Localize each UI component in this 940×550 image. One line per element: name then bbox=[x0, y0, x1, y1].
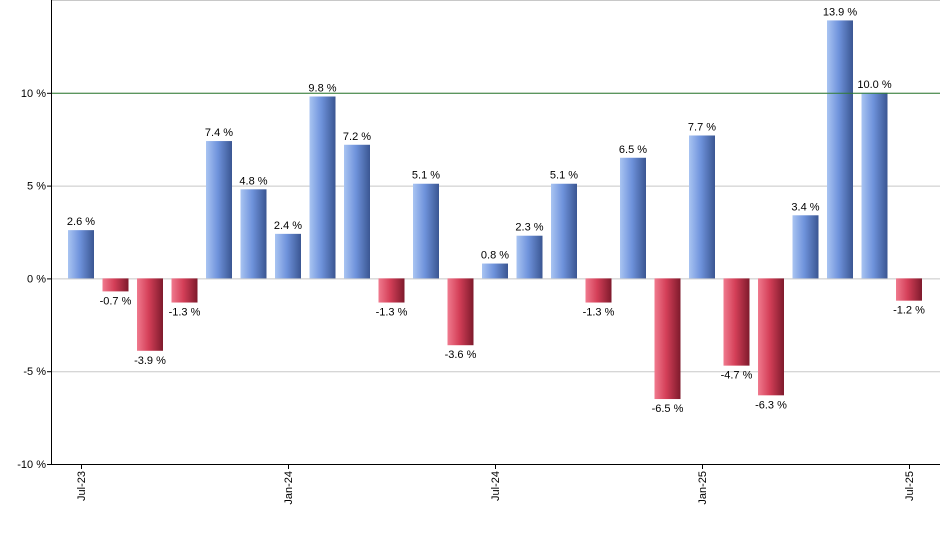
data-label: 3.4 % bbox=[791, 201, 819, 213]
data-label: 13.9 % bbox=[823, 6, 857, 18]
data-label: 6.5 % bbox=[619, 144, 647, 156]
bar-apr-25 bbox=[792, 215, 819, 279]
bar-jan-25 bbox=[689, 135, 715, 279]
y-axis-ticks: -10 % -5 % 0 % 5 % 10 % bbox=[17, 88, 51, 471]
bar-jun-24 bbox=[447, 278, 474, 346]
x-tick-label: Jan-24 bbox=[283, 471, 295, 505]
x-tick-label: Jul-23 bbox=[76, 471, 88, 501]
bar-aug-24 bbox=[516, 235, 543, 279]
bar-jul-23 bbox=[68, 230, 94, 279]
bar-jul-25 bbox=[896, 278, 922, 301]
bar-jan-24 bbox=[275, 233, 301, 279]
bar-mar-24 bbox=[344, 144, 370, 279]
data-label: 2.6 % bbox=[67, 216, 95, 228]
data-label: -4.7 % bbox=[721, 370, 753, 382]
data-labels: 2.6 % -0.7 % -3.9 % -1.3 % 7.4 % 4.8 % 2.4 % 9.… bbox=[67, 6, 925, 415]
y-tick-label: -5 % bbox=[23, 366, 46, 378]
bar-apr-24 bbox=[378, 278, 405, 303]
bar-jun-25 bbox=[861, 92, 888, 279]
bar-oct-24 bbox=[585, 278, 612, 303]
data-label: -0.7 % bbox=[100, 295, 132, 307]
data-label: 2.3 % bbox=[515, 222, 543, 234]
data-label: -3.9 % bbox=[134, 355, 166, 367]
bars bbox=[68, 20, 922, 400]
y-tick-label: -10 % bbox=[17, 459, 46, 471]
data-label: 2.4 % bbox=[274, 220, 302, 232]
data-label: 5.1 % bbox=[412, 170, 440, 182]
data-label: -1.3 % bbox=[169, 307, 201, 319]
data-label: 7.2 % bbox=[343, 131, 371, 143]
bar-jul-24 bbox=[482, 263, 508, 279]
data-label: 0.8 % bbox=[481, 250, 509, 262]
bar-feb-24 bbox=[309, 96, 336, 279]
bar-aug-23 bbox=[102, 278, 129, 292]
data-label: 7.4 % bbox=[205, 127, 233, 139]
bar-nov-23 bbox=[206, 141, 232, 279]
bar-nov-24 bbox=[620, 157, 646, 279]
bar-oct-23 bbox=[171, 278, 198, 303]
y-tick-label: 10 % bbox=[21, 88, 46, 100]
data-label: 7.7 % bbox=[688, 121, 716, 133]
y-tick-label: 5 % bbox=[27, 181, 46, 193]
bar-dec-24 bbox=[654, 278, 681, 400]
x-tick-label: Jul-24 bbox=[490, 471, 502, 501]
x-axis-ticks: Jul-23 Jan-24 Jul-24 Jan-25 Jul-25 bbox=[76, 464, 916, 505]
data-label: -1.2 % bbox=[893, 305, 925, 317]
bar-sep-24 bbox=[551, 183, 577, 279]
bar-may-24 bbox=[413, 183, 439, 279]
bar-feb-25 bbox=[723, 278, 750, 366]
bar-may-25 bbox=[827, 20, 853, 279]
bar-mar-25 bbox=[758, 278, 784, 396]
data-label: -1.3 % bbox=[376, 307, 408, 319]
y-tick-label: 0 % bbox=[27, 273, 46, 285]
data-label: -1.3 % bbox=[583, 307, 615, 319]
data-label: -6.3 % bbox=[755, 399, 787, 411]
bar-dec-23 bbox=[240, 189, 267, 279]
x-tick-label: Jul-25 bbox=[904, 471, 916, 501]
data-label: 4.8 % bbox=[239, 175, 267, 187]
data-label: 9.8 % bbox=[308, 83, 336, 95]
data-label: 5.1 % bbox=[550, 170, 578, 182]
x-tick-label: Jan-25 bbox=[697, 471, 709, 505]
bar-sep-23 bbox=[137, 278, 163, 351]
data-label: -6.5 % bbox=[652, 403, 684, 415]
data-label: 10.0 % bbox=[857, 79, 891, 91]
data-label: -3.6 % bbox=[445, 349, 477, 361]
